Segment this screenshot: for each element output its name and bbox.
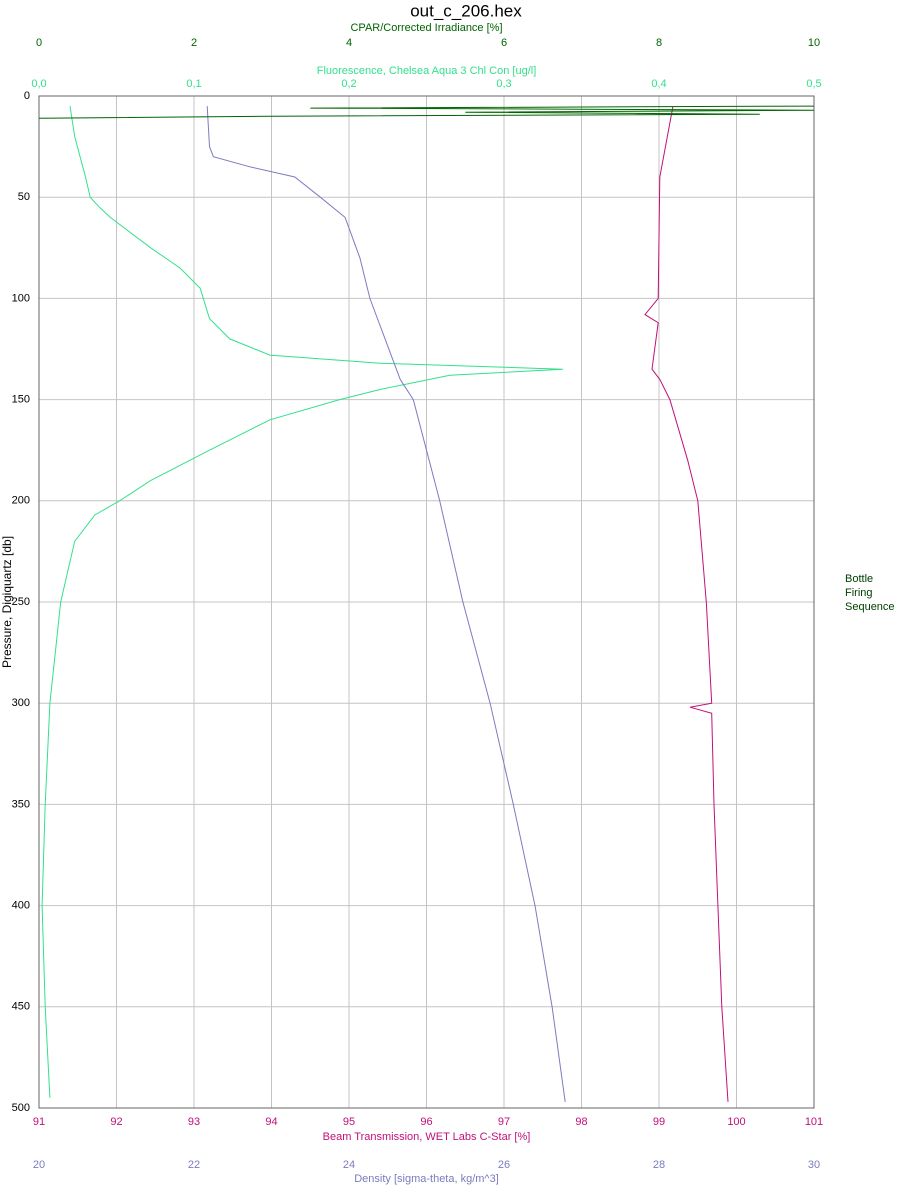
x-tick-label: 24 xyxy=(343,1159,355,1171)
x-tick-label: 0,2 xyxy=(341,78,356,90)
x-tick-label: 0,5 xyxy=(806,78,821,90)
x-tick-label: 0,4 xyxy=(651,78,666,90)
x-tick-label: 6 xyxy=(501,37,507,49)
x-tick-label: 0,3 xyxy=(496,78,511,90)
x-tick-label: 4 xyxy=(346,37,352,49)
x-tick-label: 0 xyxy=(36,37,42,49)
y-tick-label: 300 xyxy=(12,697,30,709)
y-tick-label: 150 xyxy=(12,394,30,406)
x-tick-label: 100 xyxy=(727,1116,745,1128)
x-tick-label: 91 xyxy=(33,1116,45,1128)
plot-frame xyxy=(38,95,815,1109)
side-label: Bottle xyxy=(845,573,873,585)
y-tick-label: 250 xyxy=(12,596,30,608)
x-tick-label: 101 xyxy=(805,1116,823,1128)
x-tick-label: 95 xyxy=(343,1116,355,1128)
side-label: Sequence xyxy=(845,601,895,613)
x-tick-label: 0,0 xyxy=(31,78,46,90)
x-tick-label: 98 xyxy=(575,1116,587,1128)
x-tick-label: 20 xyxy=(33,1159,45,1171)
y-tick-label: 500 xyxy=(12,1102,30,1114)
x-tick-label: 92 xyxy=(110,1116,122,1128)
y-tick-label: 400 xyxy=(12,900,30,912)
x-tick-label: 0,1 xyxy=(186,78,201,90)
y-tick-label: 0 xyxy=(24,90,30,102)
x-tick-label: 10 xyxy=(808,37,820,49)
x-tick-label: 97 xyxy=(498,1116,510,1128)
y-axis-label: Pressure, Digiquartz [db] xyxy=(0,536,14,668)
x-tick-label: 30 xyxy=(808,1159,820,1171)
side-label: Firing xyxy=(845,587,873,599)
x-tick-label: 22 xyxy=(188,1159,200,1171)
x-axis-label: CPAR/Corrected Irradiance [%] xyxy=(350,22,502,34)
profile-line xyxy=(38,105,815,119)
y-tick-label: 350 xyxy=(12,798,30,810)
y-tick-label: 50 xyxy=(18,191,30,203)
x-tick-label: 99 xyxy=(653,1116,665,1128)
profile-line xyxy=(644,106,729,1102)
x-tick-label: 93 xyxy=(188,1116,200,1128)
profile-line xyxy=(41,106,563,1098)
x-axis-label: Density [sigma-theta, kg/m^3] xyxy=(354,1173,499,1185)
x-tick-label: 26 xyxy=(498,1159,510,1171)
y-tick-label: 200 xyxy=(12,495,30,507)
x-tick-label: 28 xyxy=(653,1159,665,1171)
x-axis-label: Beam Transmission, WET Labs C-Star [%] xyxy=(323,1131,531,1143)
x-tick-label: 2 xyxy=(191,37,197,49)
x-axis-label: Fluorescence, Chelsea Aqua 3 Chl Con [ug… xyxy=(317,65,537,77)
y-tick-label: 100 xyxy=(12,292,30,304)
x-tick-label: 8 xyxy=(656,37,662,49)
chart-title: out_c_206.hex xyxy=(410,1,522,20)
y-tick-label: 450 xyxy=(12,1001,30,1013)
x-tick-label: 94 xyxy=(265,1116,277,1128)
profile-line xyxy=(206,106,566,1102)
x-tick-label: 96 xyxy=(420,1116,432,1128)
